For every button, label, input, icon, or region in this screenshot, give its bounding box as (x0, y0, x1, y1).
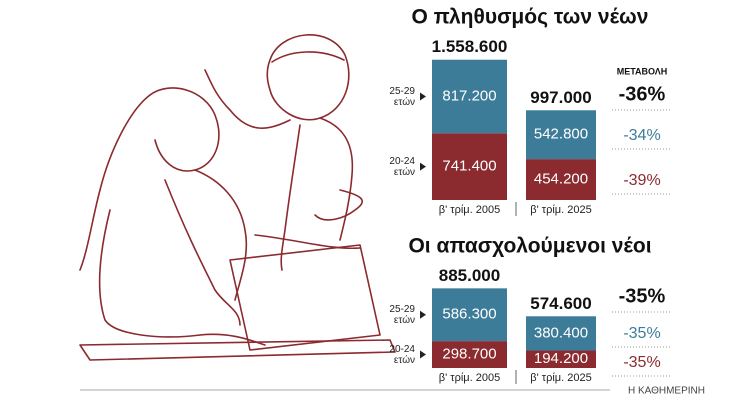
chart-title: Ο πληθυσμός των νέων (412, 6, 649, 29)
series-label-line: ετών (394, 96, 415, 108)
value-label: 817.200 (442, 87, 496, 104)
value-label: 454.200 (534, 171, 588, 188)
change-label: -34% (623, 127, 660, 144)
illustration (79, 34, 396, 361)
series-label: 25-29 ετών (389, 304, 415, 326)
series-label-line: ετών (394, 354, 415, 366)
value-label: 542.800 (534, 126, 588, 143)
change-label: -35% (623, 354, 660, 371)
category-label: β' τρίμ. 2005 (439, 372, 500, 384)
bar-segment (526, 110, 596, 160)
value-label: 380.400 (534, 324, 588, 341)
series-label-line: 20-24 (389, 156, 415, 167)
series-label: 20-24 ετών (389, 344, 415, 366)
category-label: β' τρίμ. 2025 (530, 372, 591, 384)
series-label-line: ετών (394, 314, 415, 326)
total-label: 574.600 (530, 294, 591, 313)
series-label-line: ετών (394, 166, 415, 178)
change-label: -39% (623, 172, 660, 189)
source: Η ΚΑΘΗΜΕΡΙΝΗ (628, 386, 705, 397)
change-label: -35% (623, 325, 660, 342)
series-label-line: 20-24 (389, 344, 415, 355)
bar-segment (432, 133, 507, 200)
series-pointer (420, 310, 426, 319)
value-label: 741.400 (442, 158, 496, 175)
series-pointer (420, 92, 426, 101)
change-title: ΜΕΤΑΒΟΛΗ (617, 66, 668, 76)
bar-segment (526, 159, 596, 200)
total-label: 885.000 (439, 266, 500, 285)
bar-segment (432, 59, 507, 134)
total-label: 997.000 (530, 88, 591, 107)
chart-title: Οι απασχολούμενοι νέοι (408, 235, 651, 258)
series-label-line: 25-29 (389, 86, 415, 97)
total-label: 1.558.600 (432, 37, 508, 56)
series-pointer (420, 350, 426, 359)
value-label: 298.700 (442, 346, 496, 363)
series-label-line: 25-29 (389, 304, 415, 315)
value-label: 194.200 (534, 350, 588, 367)
bar-segment (432, 288, 507, 342)
category-label: β' τρίμ. 2025 (530, 204, 591, 216)
bar-segment (432, 341, 507, 368)
series-label: 20-24 ετών (389, 156, 415, 178)
bar-segment (526, 350, 596, 368)
total-change-label: -36% (619, 83, 666, 105)
series-pointer (420, 162, 426, 171)
bar-segment (526, 316, 596, 351)
total-change-label: -35% (619, 285, 666, 307)
category-label: β' τρίμ. 2005 (439, 204, 500, 216)
value-label: 586.300 (442, 306, 496, 323)
series-label: 25-29 ετών (389, 86, 415, 108)
